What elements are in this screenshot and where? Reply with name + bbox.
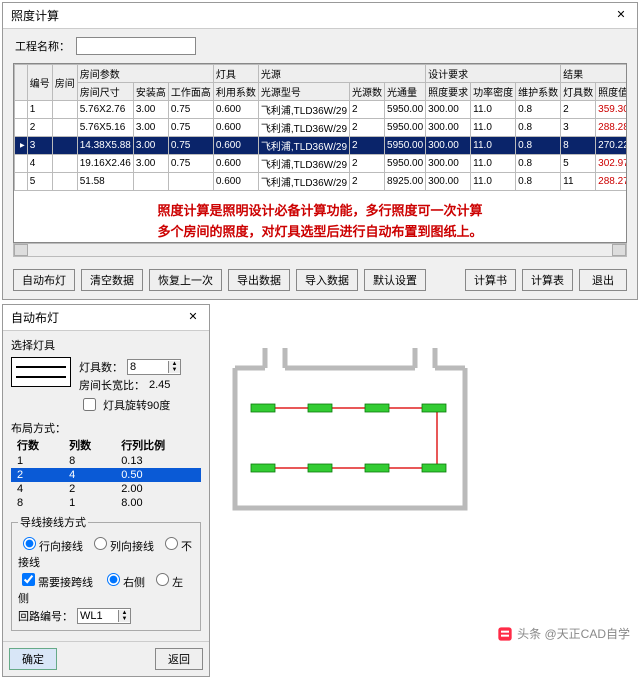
dialog-title: 自动布灯: [11, 309, 185, 326]
down-icon[interactable]: ▼: [168, 367, 180, 373]
project-input[interactable]: [76, 37, 196, 55]
floor-plan: [225, 338, 475, 523]
toolbar-button[interactable]: 退出: [579, 269, 627, 291]
back-button[interactable]: 返回: [155, 648, 203, 670]
auto-layout-dialog: 自动布灯 ✕ 选择灯具 灯具数： ▲▼ 房间长宽比： 2.: [2, 304, 210, 677]
project-row: 工程名称：: [3, 29, 637, 63]
table-row[interactable]: 551.580.600飞利浦,TLD36W/2928925.00300.0011…: [15, 173, 628, 191]
titlebar: 自动布灯 ✕: [3, 305, 209, 331]
wiring-fieldset: 导线接线方式 行向接线列向接线不接线 需要接跨线 右侧左侧 回路编号： ▲▼: [11, 514, 201, 631]
count-stepper[interactable]: ▲▼: [127, 359, 181, 375]
layout-row[interactable]: 422.00: [11, 482, 201, 496]
dialog-footer: 确定 返回: [3, 641, 209, 676]
circuit-input[interactable]: [78, 609, 118, 623]
ok-button[interactable]: 确定: [9, 648, 57, 670]
wiring-radio[interactable]: [23, 537, 36, 550]
wiring-options: 行向接线列向接线不接线: [18, 534, 194, 570]
fixture-icon[interactable]: [11, 357, 71, 387]
dialog-title: 照度计算: [11, 7, 613, 24]
down-icon[interactable]: ▼: [118, 616, 130, 622]
wiring-radio[interactable]: [165, 537, 178, 550]
table-row[interactable]: 419.16X2.463.000.750.600飞利浦,TLD36W/29259…: [15, 155, 628, 173]
data-table: 编号房间房间参数灯具光源设计要求结果房间尺寸安装高工作面高利用系数光源型号光源数…: [14, 64, 627, 191]
illumination-dialog: 照度计算 ✕ 工程名称： 编号房间房间参数灯具光源设计要求结果房间尺寸安装高工作…: [2, 2, 638, 300]
titlebar: 照度计算 ✕: [3, 3, 637, 29]
layout-row[interactable]: 240.50: [11, 468, 201, 482]
layout-row[interactable]: 180.13: [11, 454, 201, 468]
table-row[interactable]: 25.76X5.163.000.750.600飞利浦,TLD36W/292595…: [15, 119, 628, 137]
toolbar-button[interactable]: 计算表: [522, 269, 573, 291]
ratio-value: 2.45: [149, 379, 170, 391]
watermark: 头条 @天正CAD自学: [497, 625, 630, 642]
toutiao-icon: [497, 626, 513, 642]
ratio-label: 房间长宽比：: [79, 377, 145, 393]
toolbar-button[interactable]: 导入数据: [296, 269, 358, 291]
side-radio[interactable]: [156, 573, 169, 586]
layout-table[interactable]: 行数列数行列比例180.13240.50422.00818.00: [11, 436, 201, 510]
side-radio[interactable]: [107, 573, 120, 586]
cross-row: 需要接跨线 右侧左侧: [18, 570, 194, 606]
close-icon[interactable]: ✕: [613, 8, 629, 24]
layout-title: 布局方式：: [11, 420, 201, 436]
table-row[interactable]: ▶314.38X5.883.000.750.600飞利浦,TLD36W/2925…: [15, 137, 628, 155]
close-icon[interactable]: ✕: [185, 310, 201, 326]
rotate-checkbox[interactable]: [83, 398, 96, 411]
data-table-wrap: 编号房间房间参数灯具光源设计要求结果房间尺寸安装高工作面高利用系数光源型号光源数…: [13, 63, 627, 243]
toolbar-button[interactable]: 清空数据: [81, 269, 143, 291]
wiring-radio[interactable]: [94, 537, 107, 550]
cross-checkbox[interactable]: [22, 573, 35, 586]
button-row: 自动布灯清空数据恢复上一次导出数据导入数据默认设置 计算书计算表退出: [3, 261, 637, 299]
toolbar-button[interactable]: 计算书: [465, 269, 516, 291]
project-label: 工程名称：: [15, 38, 70, 54]
count-label: 灯具数：: [79, 359, 123, 375]
toolbar-button[interactable]: 自动布灯: [13, 269, 75, 291]
circuit-label: 回路编号：: [18, 608, 73, 624]
wiring-title: 导线接线方式: [18, 514, 88, 530]
toolbar-button[interactable]: 默认设置: [364, 269, 426, 291]
rotate-label: 灯具旋转90度: [103, 397, 170, 413]
toolbar-button[interactable]: 导出数据: [228, 269, 290, 291]
toolbar-button[interactable]: 恢复上一次: [149, 269, 222, 291]
count-input[interactable]: [128, 360, 168, 374]
layout-row[interactable]: 818.00: [11, 496, 201, 510]
table-row[interactable]: 15.76X2.763.000.750.600飞利浦,TLD36W/292595…: [15, 101, 628, 119]
hscrollbar[interactable]: [13, 243, 627, 257]
circuit-stepper[interactable]: ▲▼: [77, 608, 131, 624]
select-fixture-label: 选择灯具: [11, 337, 201, 353]
note-text: 照度计算是照明设计必备计算功能，多行照度可一次计算 多个房间的照度，对灯具选型后…: [14, 191, 626, 243]
